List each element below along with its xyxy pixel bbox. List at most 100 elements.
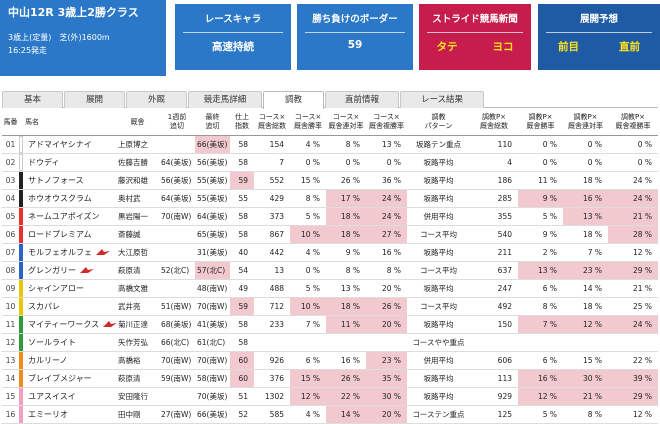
pattern-place3-rate: 21 % [608, 279, 658, 298]
pattern-win-rate: 6 % [518, 279, 563, 298]
fitness-index: 51 [230, 387, 254, 406]
final-workout: 56(美坂) [195, 153, 230, 172]
tab-horse-detail[interactable]: 競走馬詳細 [188, 91, 262, 108]
col-header-trainer: 厩舎 [116, 110, 159, 136]
tab-outside-stable[interactable]: 外厩 [126, 91, 187, 108]
col-header-name: 馬名 [24, 110, 116, 136]
horse-name-text: ネームユアポイズン [28, 211, 100, 221]
fitness-index: 58 [230, 153, 254, 172]
horse-name[interactable]: ブレイブメジャー [24, 369, 116, 388]
pattern-place3-rate: 28 % [608, 225, 658, 244]
course-total: 926 [254, 351, 290, 370]
table-row[interactable]: 13 カルリーノ 高橋裕 70(南W) 70(南W) 60 926 6 % 16 % 23 % 併用… [2, 351, 658, 370]
course-place3-rate: 13 % [366, 135, 407, 154]
horse-name[interactable]: ドウディ [24, 153, 116, 172]
final-workout: 65(美坂) [195, 225, 230, 244]
table-header-row: 馬番 馬名 厩舎 1週前 追切 最終 追切 仕上 指数 コース× 厩舎総数 コース× 厩舎勝率 コース× 厩… [2, 110, 658, 136]
pattern-place3-rate: 0 % [608, 135, 658, 154]
horse-name[interactable]: ホウオウスクラム [24, 189, 116, 208]
course-place2-rate: 14 % [326, 405, 366, 424]
horse-name[interactable]: サトノフォース [24, 171, 116, 190]
course-place3-rate: 0 % [366, 153, 407, 172]
horse-number: 06 [2, 225, 19, 244]
pattern-win-rate: 7 % [518, 315, 563, 334]
course-place2-rate: 8 % [326, 135, 366, 154]
frame-color-bar [19, 369, 23, 386]
win-border-card: 勝ち負けのボーダー 59 [297, 4, 413, 70]
table-row[interactable]: 12 ソールライト 矢作芳弘 66(北C) 61(北C) 58 コースやや重点 [2, 333, 658, 352]
frame-color-bar [19, 207, 23, 224]
horse-name[interactable]: ユアスイスイ [24, 387, 116, 406]
table-row[interactable]: 16 エミーリオ 田中剛 27(南W) 66(美坂) 52 585 4 % 14 % 20 % コー… [2, 405, 658, 424]
horse-name[interactable]: ソールライト [24, 333, 116, 352]
horse-name[interactable]: スカパレ [24, 297, 116, 316]
table-row[interactable]: 03 サトノフォース 藤沢和雄 56(美坂) 55(美坂) 59 552 15 % 26 % 36… [2, 171, 658, 190]
week1-workout [159, 135, 195, 154]
pattern-win-rate: 0 % [518, 135, 563, 154]
horse-name[interactable]: グレンガリー [24, 261, 116, 280]
tab-race-result[interactable]: レース結果 [400, 91, 484, 108]
horse-name[interactable]: マイティーワークス [24, 315, 116, 334]
horse-number: 03 [2, 171, 19, 190]
trainer: 藤沢和雄 [116, 171, 159, 190]
course-total [254, 333, 290, 352]
course-place2-rate [326, 333, 366, 352]
table-row[interactable]: 05 ネームユアポイズン 黒岩陽一 70(南W) 64(美坂) 58 373 5 % 18 % 2… [2, 207, 658, 226]
horse-name[interactable]: シャインアロー [24, 279, 116, 298]
pattern-win-rate: 12 % [518, 387, 563, 406]
course-place3-rate: 8 % [366, 261, 407, 280]
tab-latest-info[interactable]: 直前情報 [325, 91, 399, 108]
table-row[interactable]: 07 モルフェオルフェ 大江原哲 31(美坂) 40 442 4 % 9 % 16 % 坂路平均 2… [2, 243, 658, 262]
horse-name-text: ドウディ [28, 157, 60, 167]
pattern-place2-rate [563, 333, 608, 352]
pattern-win-rate: 9 % [518, 225, 563, 244]
table-row[interactable]: 04 ホウオウスクラム 奥村武 64(美坂) 55(美坂) 55 429 8 % 17 % 24 … [2, 189, 658, 208]
table-row[interactable]: 01 アドマイヤシナイ 上原博之 66(美坂) 58 154 4 % 8 % 13 % 坂路テン重… [2, 135, 658, 154]
course-place2-rate: 18 % [326, 207, 366, 226]
table-row[interactable]: 06 ロードプレミアム 斎藤誠 65(美坂) 58 867 10 % 18 % 27 % コース平… [2, 225, 658, 244]
course-place3-rate [366, 333, 407, 352]
horse-number: 08 [2, 261, 19, 280]
col-header-final: 最終 追切 [195, 110, 230, 136]
tab-pace[interactable]: 展開 [64, 91, 125, 108]
course-total: 429 [254, 189, 290, 208]
table-row[interactable]: 10 スカパレ 武井亮 51(南W) 70(南W) 59 712 10 % 18 % 26 % コー… [2, 297, 658, 316]
table-row[interactable]: 02 ドウディ 佐藤吉勝 64(美坂) 56(美坂) 58 7 0 % 0 % 0 % 坂路平均 4 0… [2, 153, 658, 172]
trainer: 武井亮 [116, 297, 159, 316]
horse-name[interactable]: アドマイヤシナイ [24, 135, 116, 154]
race-character-value: 高速持続 [212, 41, 254, 53]
horse-name[interactable]: ネームユアポイズン [24, 207, 116, 226]
table-row[interactable]: 15 ユアスイスイ 安田隆行 70(美坂) 51 1302 12 % 22 % 30 % 坂路平均… [2, 387, 658, 406]
col-header-frame [19, 110, 24, 136]
pattern-place3-rate: 29 % [608, 261, 658, 280]
course-total: 552 [254, 171, 290, 190]
horse-name[interactable]: エミーリオ [24, 405, 116, 424]
race-title: 中山12R 3歳上2勝クラス [8, 6, 139, 19]
col-header-pattern: 調教 パターン [407, 110, 470, 136]
pattern-total: 113 [470, 369, 518, 388]
table-row[interactable]: 11 マイティーワークス 菊川正達 68(美坂) 41(美坂) 58 233 7 % 11 % 2… [2, 315, 658, 334]
pace-forecast-card: 展開予想 前目 直前 [538, 4, 660, 70]
tab-training[interactable]: 調教 [263, 91, 324, 109]
horse-number: 16 [2, 405, 19, 424]
col-header-pattern-win: 調教P× 厩舎勝率 [518, 110, 563, 136]
course-win-rate: 0 % [290, 261, 326, 280]
table-row[interactable]: 14 ブレイブメジャー 萩原清 59(南W) 58(南W) 60 376 15 % 26 % 35… [2, 369, 658, 388]
horse-number: 14 [2, 369, 19, 388]
trainer: 奥村武 [116, 189, 159, 208]
final-workout: 58(南W) [195, 369, 230, 388]
horse-number: 01 [2, 135, 19, 154]
week1-workout: 52(北C) [159, 261, 195, 280]
horse-name[interactable]: モルフェオルフェ [24, 243, 116, 262]
horse-name[interactable]: ロードプレミアム [24, 225, 116, 244]
table-row[interactable]: 09 シャインアロー 高橋文雅 48(南W) 49 488 5 % 13 % 20 % 坂路平均 2… [2, 279, 658, 298]
frame-color-bar [19, 189, 23, 206]
horse-name[interactable]: カルリーノ [24, 351, 116, 370]
table-row[interactable]: 08 グレンガリー 萩原清 52(北C) 57(北C) 54 13 0 % 8 % 8 % コース平… [2, 261, 658, 280]
fitness-index: 58 [230, 315, 254, 334]
pattern-win-rate: 8 % [518, 297, 563, 316]
pattern-win-rate: 13 % [518, 261, 563, 280]
tab-basic[interactable]: 基本 [2, 91, 63, 108]
fitness-index: 40 [230, 243, 254, 262]
frame-color [19, 153, 24, 172]
